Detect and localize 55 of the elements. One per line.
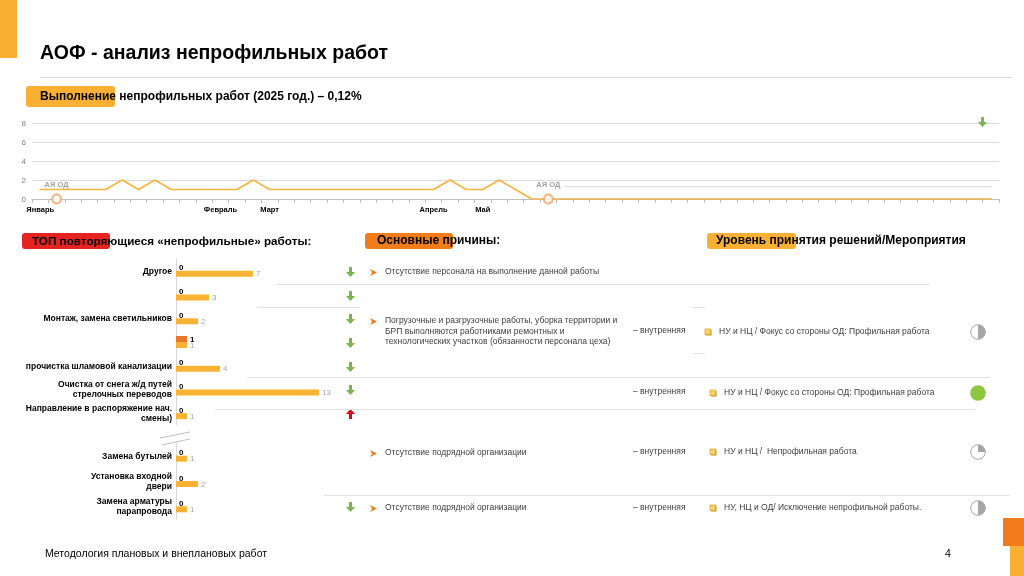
data-label: 0 — [179, 448, 184, 458]
text: НУ и НЦ / Непрофильная работа — [724, 446, 857, 457]
data-label: 1 — [190, 454, 195, 464]
y-tick-label: Замена арматуры парапровода — [96, 496, 173, 517]
text: – внутренняя — [633, 325, 686, 336]
data-label: 0 — [179, 310, 184, 320]
text: Отсутствие персонала на выполнение данной работы — [385, 266, 600, 277]
data-label: 0 — [179, 381, 184, 391]
y-tick-label: Другое — [142, 265, 173, 276]
text: НУ, НЦ и ОД/ Исключение непрофильной работы. — [724, 502, 922, 513]
bar — [176, 389, 319, 396]
y-tick-label: 6 — [21, 137, 27, 147]
y-tick-label: 4 — [21, 156, 27, 166]
text: Методология плановых и внеплановых работ — [45, 546, 268, 560]
data-label: 1 — [190, 334, 195, 344]
y-tick-label: 0 — [21, 194, 27, 204]
data-label: 0 — [179, 358, 184, 368]
bar — [176, 318, 198, 325]
data-label: 0 — [179, 473, 184, 483]
text: – внутренняя — [633, 446, 686, 457]
data-label: 7 — [256, 269, 261, 279]
bar — [176, 365, 220, 372]
data-label: 4 — [223, 364, 228, 374]
y-tick-label: Монтаж, замена светильников — [43, 313, 172, 324]
data-label: 0 — [179, 287, 184, 297]
data-label: 1 — [190, 411, 195, 421]
chart-title: АОФ - анализ непрофильных работ — [40, 40, 389, 64]
data-label: 1 — [190, 504, 195, 514]
data-label: 0 — [179, 263, 184, 273]
text: Отсутствие подрядной организации — [385, 447, 527, 458]
data-label: 0 — [179, 405, 184, 415]
data-label: 3 — [212, 293, 217, 303]
y-tick-label: Установка входной двери — [90, 471, 172, 491]
data-label: 0 — [179, 498, 184, 508]
text: НУ и НЦ / Фокус со стороны ОД: Профильная работа — [724, 387, 935, 398]
text: НУ и НЦ / Фокус со стороны ОД: Профильная работа — [719, 326, 930, 337]
bar — [176, 294, 209, 301]
text: 4 — [945, 546, 951, 560]
y-tick-label: прочистка шламовой канализации — [25, 360, 172, 371]
y-tick-label: Очистка от снега ж/д путей стрелочных переводов — [58, 379, 172, 400]
text: – внутренняя — [633, 386, 686, 397]
bar — [176, 336, 187, 342]
text: Отсутствие подрядной организации — [385, 502, 527, 513]
bar — [176, 342, 187, 348]
y-tick-label: Направление в распоряжение нач. смены) — [25, 403, 173, 424]
y-tick-label: Замена бутылей — [102, 450, 172, 461]
data-label: 2 — [201, 316, 206, 326]
y-tick-label: 8 — [21, 118, 27, 128]
data-label: 2 — [201, 479, 206, 489]
bar — [176, 270, 253, 277]
y-tick-label: 2 — [21, 175, 27, 185]
bar — [176, 413, 187, 420]
data-label: 13 — [322, 387, 332, 397]
text: – внутренняя — [633, 502, 686, 513]
text: Погрузочные и разгрузочные работы, уборка территории и БРП выполняются работниками ремонтных и технологических участков (обязанности персонала цеха) — [385, 315, 619, 347]
